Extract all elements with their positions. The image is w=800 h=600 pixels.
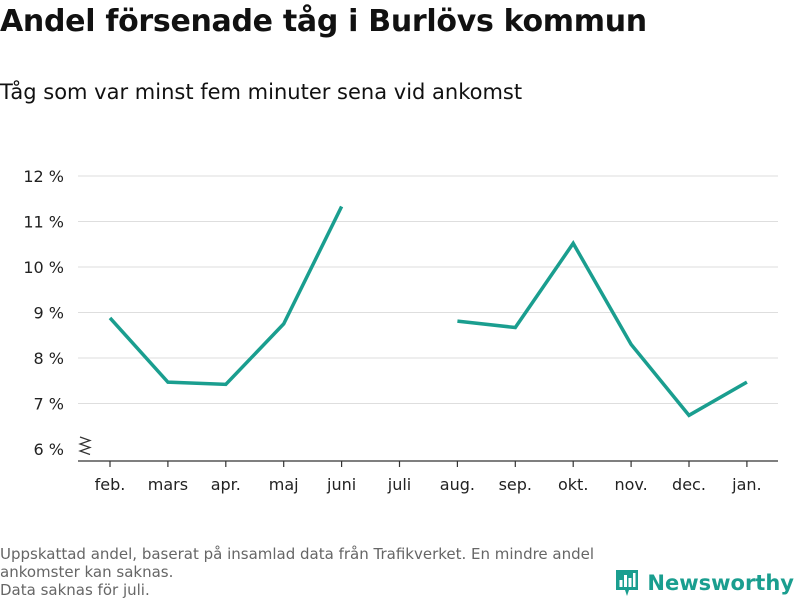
x-tick-label: feb. xyxy=(95,475,126,494)
chart-subtitle: Tåg som var minst fem minuter sena vid a… xyxy=(0,80,523,104)
bar-chart-icon xyxy=(616,570,639,596)
y-tick-label: 6 % xyxy=(34,440,64,459)
x-tick-label: nov. xyxy=(614,475,647,494)
data-series xyxy=(108,205,748,418)
gridlines xyxy=(78,175,778,404)
x-axis-ticks: feb. mars apr. maj juni juli aug. sep. okt. nov. d… xyxy=(95,461,762,494)
y-tick-label: 7 % xyxy=(34,395,64,414)
series-line-segment xyxy=(108,205,344,387)
footnote-source: Uppskattad andel, baserat på insamlad da… xyxy=(0,545,595,581)
y-tick-label: 8 % xyxy=(34,349,64,368)
x-tick-label: sep. xyxy=(499,475,532,494)
x-tick-label: maj xyxy=(269,475,299,494)
y-tick-label: 12 % xyxy=(23,167,64,186)
x-tick-label: aug. xyxy=(440,475,475,494)
x-tick-label: okt. xyxy=(558,475,588,494)
y-tick-label: 9 % xyxy=(34,304,64,323)
y-tick-label: 11 % xyxy=(23,213,64,232)
footnote-missing-data: Data saknas för juli. xyxy=(0,581,150,599)
x-tick-label: jan. xyxy=(731,475,761,494)
x-axis xyxy=(78,436,778,462)
x-tick-label: juli xyxy=(387,475,411,494)
series-line-segment xyxy=(457,240,748,418)
brand-name: Newsworthy xyxy=(647,571,794,595)
x-tick-label: dec. xyxy=(672,475,706,494)
x-tick-label: juni xyxy=(326,475,356,494)
y-tick-label: 10 % xyxy=(23,258,64,277)
axis-break-icon xyxy=(78,436,92,456)
x-tick-label: apr. xyxy=(211,475,241,494)
line-chart: 6 % 7 % 8 % 9 % 10 % 11 % 12 % feb. mars apr. maj… xyxy=(23,167,778,494)
chart-title: Andel försenade tåg i Burlövs kommun xyxy=(0,4,647,39)
footnote: Uppskattad andel, baserat på insamlad da… xyxy=(0,545,630,599)
x-tick-label: mars xyxy=(148,475,188,494)
newsworthy-logo: Newsworthy xyxy=(615,569,794,597)
y-axis-ticks: 6 % 7 % 8 % 9 % 10 % 11 % 12 % xyxy=(23,167,64,459)
